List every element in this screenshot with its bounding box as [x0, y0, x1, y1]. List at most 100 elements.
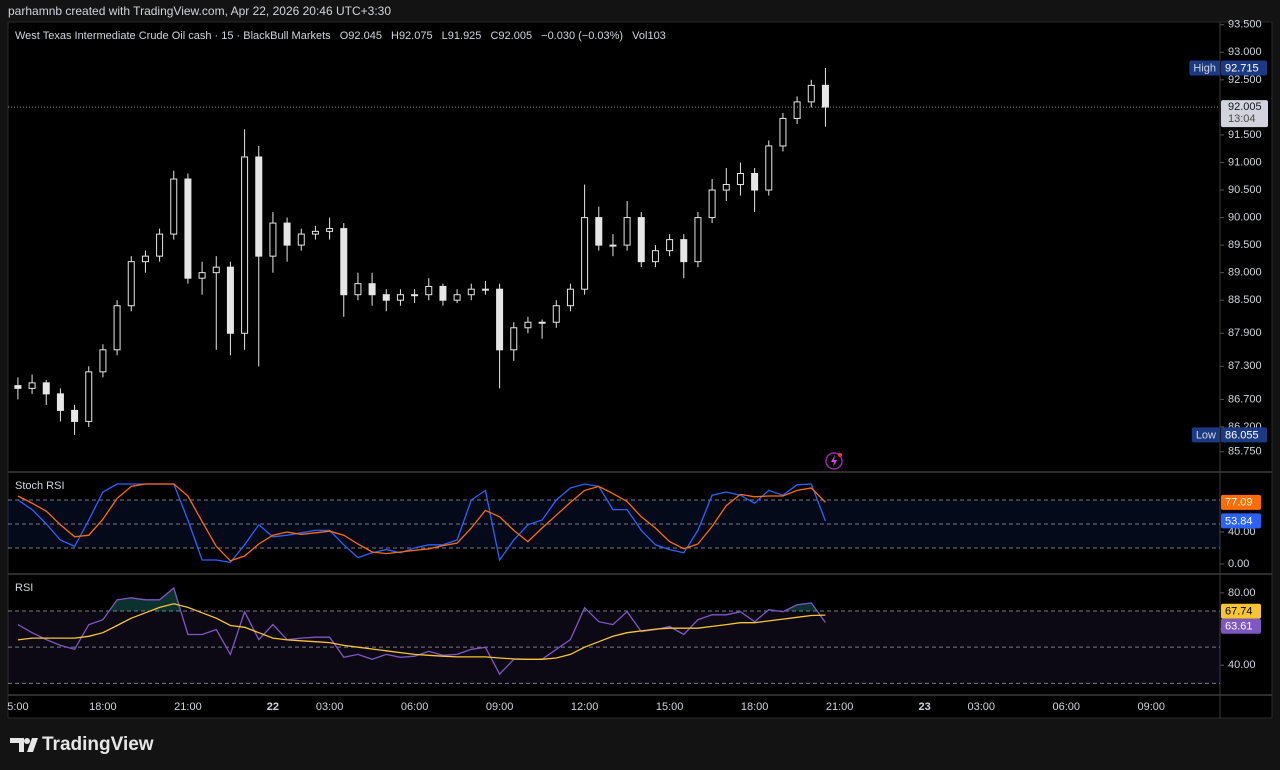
- candle-body: [481, 288, 489, 291]
- y-tick-label: 87.300: [1228, 360, 1262, 372]
- last-value-label: 67.74: [1225, 606, 1253, 618]
- last-price-box: [1221, 100, 1268, 128]
- x-tick-label: 23: [918, 701, 930, 713]
- y-tick-label: 40.00: [1228, 526, 1256, 538]
- candle-body: [255, 156, 263, 257]
- candle-body: [368, 283, 376, 296]
- y-tick-label: 89.000: [1228, 267, 1262, 279]
- x-tick-label: 15:00: [656, 701, 684, 713]
- candle-body: [113, 305, 121, 351]
- candle-body: [552, 305, 560, 323]
- last-value-label: 53.84: [1225, 515, 1253, 527]
- pane-title: Stoch RSI: [15, 480, 65, 492]
- alert-bolt: [831, 455, 837, 467]
- candle-body: [269, 222, 277, 257]
- candle-body: [538, 321, 546, 324]
- candle-body: [510, 327, 518, 351]
- candle-body: [141, 255, 149, 263]
- legend: West Texas Intermediate Crude Oil cash ·…: [15, 30, 666, 42]
- candle-body: [595, 217, 603, 246]
- low-marker-value-box: [1221, 427, 1267, 443]
- candle-body: [411, 294, 419, 297]
- countdown-label: 13:04: [1228, 113, 1256, 125]
- legend-value: C92.005: [490, 30, 532, 42]
- logo-text: TradingView: [42, 734, 154, 755]
- x-tick-label: 06:00: [401, 701, 429, 713]
- candle-body: [99, 349, 107, 373]
- candle-body: [609, 244, 617, 247]
- candle-body: [85, 371, 93, 422]
- candle-body: [779, 117, 787, 147]
- candle-body: [566, 288, 574, 307]
- candle-body: [453, 294, 461, 301]
- candle-body: [496, 288, 504, 351]
- last-value-label: 63.61: [1225, 621, 1253, 633]
- candle-body: [807, 84, 815, 103]
- symbol-title: West Texas Intermediate Crude Oil cash ·…: [15, 30, 331, 42]
- alert-dot: [838, 453, 842, 457]
- y-tick-label: 87.900: [1228, 327, 1262, 339]
- candle-body: [623, 217, 631, 246]
- indicator-line: [17, 603, 826, 660]
- candle-body: [666, 239, 674, 252]
- y-tick-label: 92.500: [1228, 74, 1262, 86]
- candle-body: [184, 178, 192, 279]
- candle-body: [14, 385, 22, 389]
- candle-body: [127, 261, 135, 307]
- pane-title: RSI: [15, 582, 33, 594]
- legend-value: H92.075: [391, 30, 433, 42]
- header-text: parhamnb created with TradingView.com, A…: [8, 4, 391, 18]
- high-marker-label: High: [1193, 62, 1216, 74]
- high-marker-value: 92.715: [1225, 62, 1259, 74]
- candle-body: [581, 217, 589, 290]
- x-tick-label: 18:00: [89, 701, 117, 713]
- x-tick-label: 03:00: [316, 701, 344, 713]
- candle-body: [425, 285, 433, 296]
- indicator-line: [17, 586, 826, 676]
- candle-body: [297, 233, 305, 246]
- candle-body: [439, 285, 447, 301]
- candle-body: [382, 294, 390, 301]
- y-tick-label: 85.750: [1228, 446, 1262, 458]
- logo-icon: [10, 738, 38, 752]
- chart-frame: [7, 21, 1273, 719]
- candle-body: [354, 283, 362, 296]
- y-tick-label: 90.500: [1228, 184, 1262, 196]
- y-tick-label: 93.500: [1228, 19, 1262, 31]
- candle-body: [722, 184, 730, 191]
- high-marker-value-box: [1221, 60, 1267, 76]
- candle-body: [524, 321, 532, 329]
- candle-body: [42, 382, 50, 395]
- last-value-label-box: [1221, 618, 1261, 634]
- last-value-label-box: [1221, 494, 1261, 510]
- candle-body: [467, 288, 475, 296]
- y-tick-label: 93.000: [1228, 46, 1262, 58]
- y-tick-label: 86.700: [1228, 393, 1262, 405]
- x-tick-label: 12:00: [571, 701, 599, 713]
- candle-body: [28, 382, 36, 389]
- logo-dot: [24, 738, 30, 744]
- indicator-line: [17, 483, 826, 562]
- candle-body: [765, 145, 773, 191]
- candle-body: [751, 173, 759, 191]
- candle-body: [680, 239, 688, 263]
- candle-body: [637, 217, 645, 263]
- candle-body: [311, 230, 319, 235]
- high-marker-label-box: [1189, 60, 1220, 76]
- x-tick-label: 09:00: [1138, 701, 1166, 713]
- footer-logo: TradingView: [10, 734, 154, 755]
- y-tick-label: 88.500: [1228, 294, 1262, 306]
- y-tick-label: 91.000: [1228, 156, 1262, 168]
- overbought-fill: [117, 597, 132, 611]
- y-tick-label: 90.000: [1228, 211, 1262, 223]
- y-tick-label: 89.500: [1228, 239, 1262, 251]
- low-marker-label-box: [1191, 427, 1221, 443]
- x-tick-label: 06:00: [1053, 701, 1081, 713]
- candle-body: [793, 101, 801, 119]
- alert-circle: [825, 452, 843, 470]
- candle-body: [821, 84, 829, 108]
- x-tick-label: 21:00: [174, 701, 202, 713]
- low-marker-label: Low: [1196, 429, 1216, 441]
- candle-body: [212, 266, 220, 274]
